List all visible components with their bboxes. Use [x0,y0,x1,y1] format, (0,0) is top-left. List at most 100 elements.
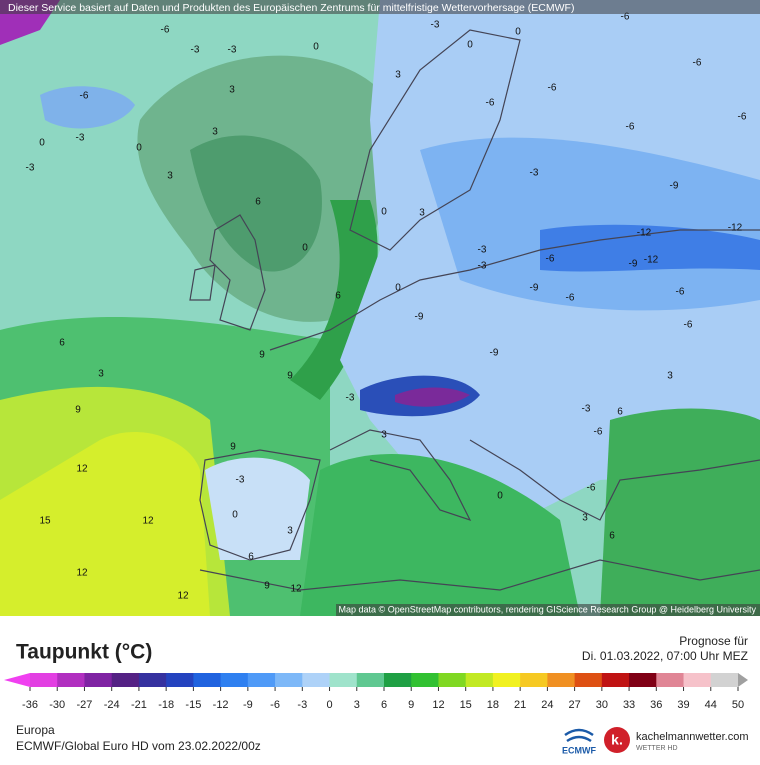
colorbar-tick-label: 27 [568,699,580,711]
contour-label: 3 [419,208,425,219]
colorbar-segment [465,673,494,687]
site: kachelmannwetter.com [636,731,749,743]
colorbar-tick-label: 50 [732,699,744,711]
forecast-label: Prognose für [679,634,748,648]
zone-yellow2 [0,431,210,616]
contour-label: 12 [76,568,88,579]
model: ECMWF/Global Euro HD vom 23.02.2022/00z [16,739,261,753]
colorbar-segment [710,673,739,687]
contour-label: -9 [670,181,679,192]
contour-label: -3 [191,45,200,56]
contour-label: 3 [212,127,218,138]
colorbar-tick-label: 6 [381,699,387,711]
contour-label: 3 [381,430,387,441]
colorbar-segment [492,673,521,687]
contour-label: -3 [478,245,487,256]
colorbar-segment [520,673,548,687]
contour-label: -3 [478,261,487,272]
contour-label: -3 [26,163,35,174]
contour-label: -9 [629,259,638,270]
colorbar-tick-label: 18 [487,699,499,711]
contour-label: 9 [230,442,236,453]
colorbar-segment [275,673,303,687]
coast-ie [189,264,216,301]
kw-logo [604,727,630,753]
colorbar-segment [683,673,712,687]
contour-label: -6 [548,83,557,94]
contour-label: 3 [667,371,673,382]
colorbar-segment [247,673,276,687]
colorbar-tick-label: -21 [131,699,147,711]
colorbar-tick-label: 9 [408,699,414,711]
contour-label: -12 [637,228,652,239]
contour-label: 3 [582,513,588,524]
colorbar-segment [656,673,685,687]
forecast-time: Di. 01.03.2022, 07:00 Uhr MEZ [582,649,748,663]
colorbar-segment [193,673,222,687]
zone-deep-blue [540,224,760,272]
colorbar-tick-label: 24 [541,699,553,711]
site-sub: WETTER HD [636,745,678,752]
coastlines [189,29,760,591]
colorbar-segment [601,673,630,687]
colorbar-tick-label: -18 [158,699,174,711]
colorbar-tick-label: 0 [326,699,332,711]
kw-logo-letter: k. [611,732,623,748]
contour-label: 6 [617,407,623,418]
contour-label: 0 [313,42,319,53]
contour-label: -3 [236,475,245,486]
contour-label: 0 [381,207,387,218]
zone-alps-core [395,387,470,407]
colorbar-tick-label: -12 [213,699,229,711]
colorbar-segment [411,673,439,687]
colorbar-segment [356,673,385,687]
colorbar-segment [302,673,331,687]
contour-label: 3 [395,70,401,81]
coast-scandinavia [349,29,521,251]
colorbar-segment [384,673,412,687]
legend-title: Taupunkt (°C) [16,641,152,664]
contour-label: 3 [229,85,235,96]
contour-label: -3 [228,45,237,56]
contour-label: 6 [335,291,341,302]
contour-label: 3 [167,171,173,182]
contour-label: -6 [626,122,635,133]
contour-label: -3 [530,168,539,179]
colorbar-tick-label: -15 [185,699,201,711]
contour-label: -6 [161,25,170,36]
contour-labels: -6-3 -3 0-300-6-6-6-6-303330-3-6-6-6-9-12-… [26,12,747,602]
contour-label: 0 [467,40,473,51]
colorbar-segment [329,673,358,687]
contour-label: -6 [486,98,495,109]
colorbar-tick-label: 39 [677,699,689,711]
colorbar-tick-label: 15 [460,699,472,711]
colorbar-segment [220,673,249,687]
map: -6-3 -3 0-300-6-6-6-6-303330-3-6-6-6-9-12-… [0,0,760,616]
contour-label: 0 [136,143,142,154]
contour-label: -9 [415,312,424,323]
colorbar-end [738,673,748,687]
colorbar-segment [30,673,58,687]
notice: Dieser Service basiert auf Daten und Pro… [8,2,574,14]
coast-iberia [199,449,321,561]
contour-label: 12 [76,464,88,475]
contour-label: 12 [177,591,189,602]
colorbar-tick-label: -6 [270,699,280,711]
colorbar-segment [629,673,657,687]
zone-darker [190,135,322,272]
colorbar-tick-label: -3 [297,699,307,711]
zone-band [290,200,378,400]
colorbar-tick-label: -30 [49,699,65,711]
contour-label: 9 [264,581,270,592]
contour-label: -6 [621,12,630,23]
contour-label: 0 [302,243,308,254]
contour-label: 3 [287,526,293,537]
contour-label: -6 [676,287,685,298]
contour-label: -3 [346,393,355,404]
contour-label: 12 [290,584,302,595]
contour-label: -6 [566,293,575,304]
contour-label: 6 [255,197,261,208]
colorbar-segment [574,673,603,687]
colorbar: -36 -30 -27 -24 -21 -18 -15 -12 -9 -6 -3 0 3 6 9 12 15 18… [4,673,748,711]
